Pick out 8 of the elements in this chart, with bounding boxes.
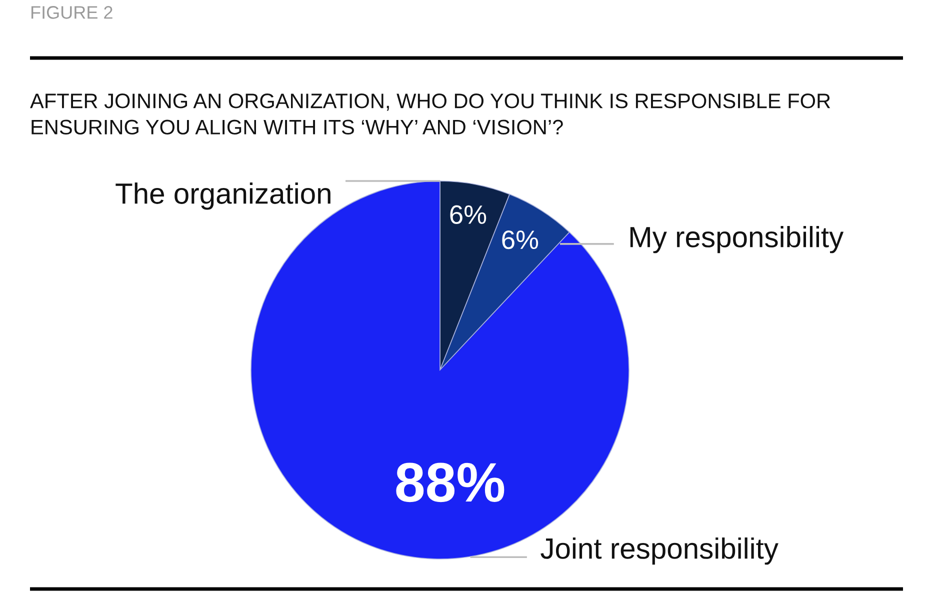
slice-label: The organization (116, 182, 330, 210)
slice-label: My responsibility (630, 226, 844, 254)
data-label: 6% (450, 205, 486, 224)
data-label: 88% (396, 462, 504, 502)
chart-title: FIGURE 2 (31, 6, 112, 19)
data-label: 6% (502, 230, 538, 250)
slice-label: Joint responsibility (540, 537, 778, 565)
chart-subtitle: AFTER JOINING AN ORGANIZATION, WHO DO YOU THINK IS RESPONSIBLE FOR ENSURING YOU ALIGN WITH ITS ‘WHY’ AND ‘VISION’? (30, 94, 830, 135)
